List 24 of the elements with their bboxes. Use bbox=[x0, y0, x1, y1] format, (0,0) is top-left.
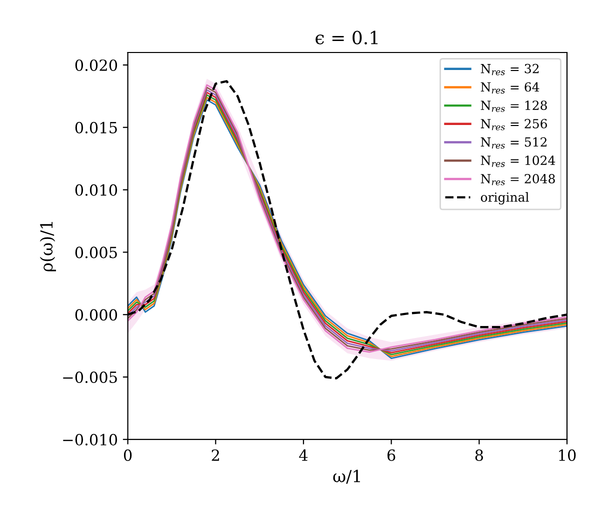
y-tick-label: 0.020 bbox=[75, 59, 118, 72]
legend-label: N$_{res}$ = 64 bbox=[480, 82, 540, 94]
y-tick-label: 0.010 bbox=[75, 184, 118, 196]
y-tick-label: −0.010 bbox=[63, 434, 118, 446]
legend-label: N$_{res}$ = 32 bbox=[480, 64, 539, 76]
y-axis-title: ρ(ω)/1 bbox=[40, 222, 56, 272]
y-tick-label: 0.000 bbox=[75, 309, 118, 321]
legend-label: N$_{res}$ = 128 bbox=[480, 100, 547, 112]
x-tick-label: 4 bbox=[299, 449, 308, 461]
legend-label: N$_{res}$ = 2048 bbox=[480, 174, 555, 186]
x-tick-label: 10 bbox=[559, 449, 576, 461]
y-tick-label: −0.005 bbox=[63, 371, 117, 384]
y-tick-label: 0.005 bbox=[75, 246, 117, 258]
x-axis-title: ω/1 bbox=[333, 470, 360, 484]
y-tick-label: 0.015 bbox=[75, 122, 117, 134]
legend-label: original bbox=[480, 192, 529, 204]
x-tick-label: 2 bbox=[212, 449, 219, 461]
x-tick-label: 6 bbox=[387, 449, 396, 461]
x-tick-label: 8 bbox=[475, 449, 483, 461]
x-tick-label: 0 bbox=[124, 449, 132, 461]
legend-label: N$_{res}$ = 256 bbox=[480, 118, 547, 130]
legend-label: N$_{res}$ = 512 bbox=[480, 137, 547, 149]
legend-label: N$_{res}$ = 1024 bbox=[480, 156, 556, 167]
chart-title: ϵ = 0.1 bbox=[316, 30, 378, 44]
